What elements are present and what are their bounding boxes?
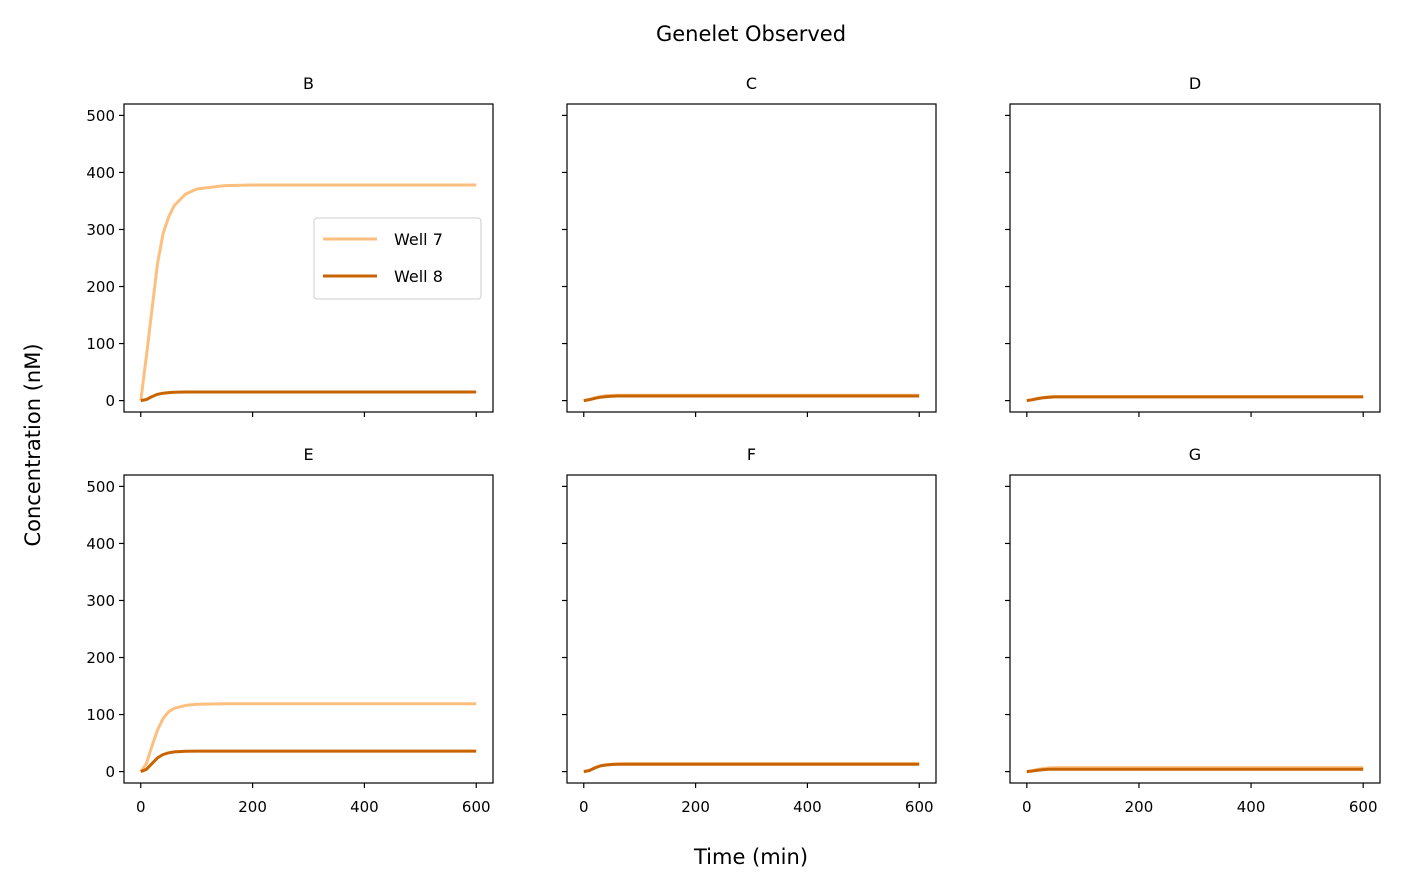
x-tick-label: 400 — [793, 798, 822, 816]
series-line-well-7 — [139, 183, 477, 401]
panel-title: B — [303, 74, 314, 93]
panel-title: D — [1189, 74, 1201, 93]
y-tick-label: 500 — [86, 107, 115, 125]
axes-frame — [123, 103, 494, 413]
legend: Well 7 Well 8 — [313, 217, 482, 300]
y-tick-label: 0 — [105, 763, 115, 781]
panel-title: F — [747, 445, 756, 464]
panel-e: E 0 100 200 300 400 500 0 200 400 600 — [86, 445, 494, 816]
y-tick-label: 300 — [86, 221, 115, 239]
y-tick-label: 500 — [86, 478, 115, 496]
x-tick-label: 200 — [681, 798, 710, 816]
panel-f: F 0 200 400 600 — [562, 445, 937, 816]
series-line-well-8 — [140, 749, 477, 773]
series-line-well-7 — [139, 702, 477, 773]
x-tick-label: 0 — [579, 798, 589, 816]
panel-b: B 0 100 200 300 400 500 Well 7 Well 8 — [86, 74, 494, 417]
subplot-grid: B 0 100 200 300 400 500 Well 7 Well 8 C D E 0 100 200 3… — [86, 74, 1381, 816]
y-tick-label: 400 — [86, 535, 115, 553]
x-tick-label: 600 — [462, 798, 491, 816]
y-tick-label: 400 — [86, 164, 115, 182]
x-tick-label: 200 — [238, 798, 267, 816]
panel-title: E — [303, 445, 313, 464]
panel-d: D — [1005, 74, 1381, 417]
x-tick-label: 400 — [350, 798, 379, 816]
axes-frame — [1009, 103, 1381, 413]
legend-entry: Well 7 — [394, 230, 443, 249]
x-tick-label: 200 — [1125, 798, 1154, 816]
axes-frame — [1009, 474, 1381, 784]
series-line-well-8 — [140, 390, 477, 403]
y-tick-label: 100 — [86, 335, 115, 353]
axes-frame — [123, 474, 494, 784]
panel-title: C — [746, 74, 757, 93]
y-tick-label: 200 — [86, 649, 115, 667]
y-tick-label: 200 — [86, 278, 115, 296]
series-line-well-8 — [583, 762, 920, 774]
y-tick-label: 300 — [86, 592, 115, 610]
panel-title: G — [1189, 445, 1201, 464]
series-line-well-8 — [1026, 767, 1364, 774]
figure-title: Genelet Observed — [656, 22, 846, 46]
x-tick-label: 600 — [905, 798, 934, 816]
axes-frame — [566, 474, 937, 784]
y-axis-label: Concentration (nM) — [21, 343, 45, 546]
series-line-well-8 — [1026, 395, 1364, 403]
x-tick-label: 0 — [136, 798, 146, 816]
panel-c: C — [562, 74, 937, 417]
x-tick-label: 0 — [1022, 798, 1032, 816]
axes-frame — [566, 103, 937, 413]
legend-entry: Well 8 — [394, 267, 443, 286]
y-tick-label: 0 — [105, 392, 115, 410]
x-axis-label: Time (min) — [693, 845, 808, 869]
series-line-well-8 — [583, 394, 920, 403]
y-tick-label: 100 — [86, 706, 115, 724]
panel-g: G 0 200 400 600 — [1005, 445, 1381, 816]
x-tick-label: 600 — [1349, 798, 1378, 816]
x-tick-label: 400 — [1237, 798, 1266, 816]
